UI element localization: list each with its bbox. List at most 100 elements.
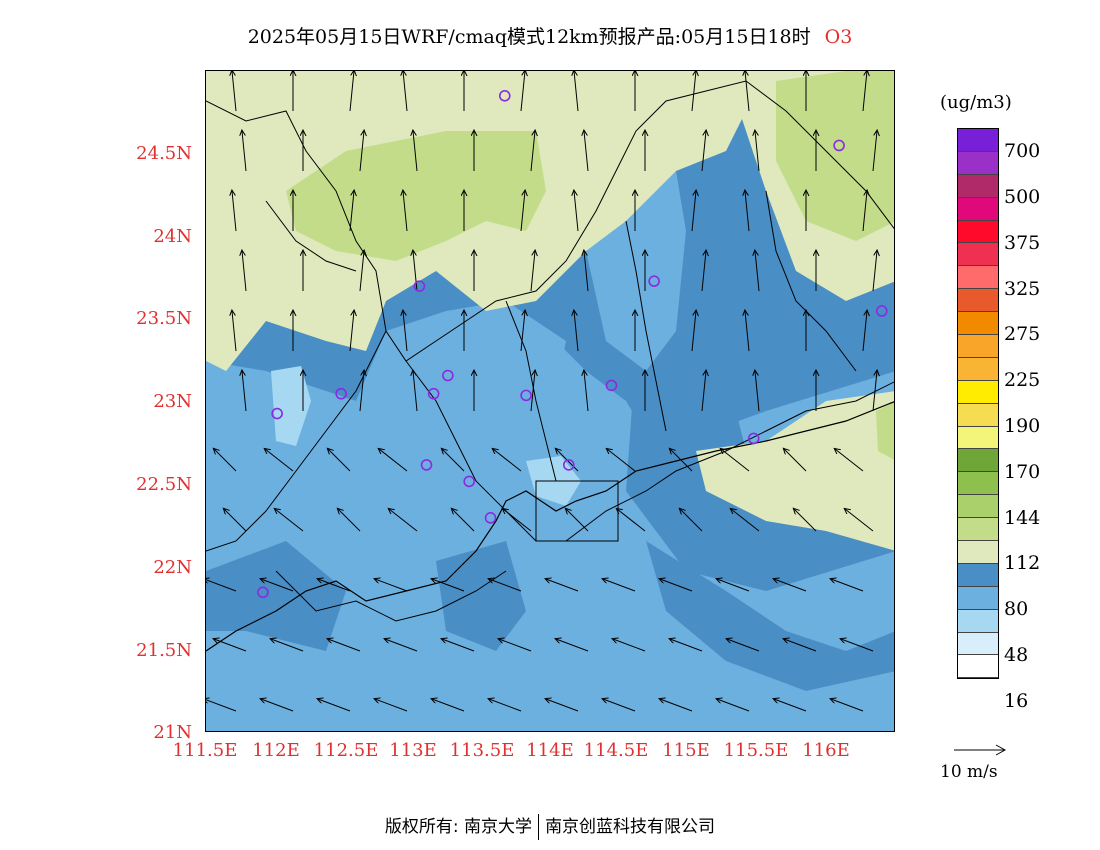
wind-vector	[727, 639, 760, 652]
station-marker	[463, 475, 475, 488]
wind-vector	[413, 131, 418, 172]
wind-vector	[224, 509, 247, 532]
wind-vector	[413, 371, 418, 412]
wind-vector	[574, 311, 579, 352]
wind-vector	[691, 311, 696, 352]
wind-vector	[701, 371, 706, 412]
colorbar-label: 190	[1004, 415, 1041, 437]
colorbar-swatch	[958, 518, 998, 542]
wind-vector	[701, 131, 706, 172]
wind-vector	[493, 449, 522, 472]
wind-vector	[831, 699, 864, 712]
wind-vector	[503, 509, 532, 532]
wind-vector	[584, 131, 589, 172]
wind-vector	[774, 579, 807, 592]
colorbar-swatch	[958, 426, 998, 450]
admin-boundaries	[206, 80, 894, 622]
wind-vector	[717, 579, 750, 592]
colorbar-swatch	[958, 151, 998, 175]
wind-vector	[520, 191, 525, 232]
colorbar-label: 700	[1004, 140, 1041, 162]
wind-vector	[680, 509, 703, 532]
station-marker	[747, 432, 760, 445]
wind-vector	[432, 699, 465, 712]
wind-vector	[755, 131, 760, 172]
station-marker	[875, 305, 888, 317]
wind-vector	[584, 251, 589, 292]
wind-vector	[872, 371, 877, 412]
colorbar-label: 80	[1004, 598, 1029, 620]
vector-reference-arrow	[954, 744, 1007, 756]
colorbar-swatch	[958, 403, 998, 427]
colorbar-label: 112	[1004, 552, 1041, 574]
wind-vector	[835, 449, 864, 472]
field-band-112-144-east	[876, 402, 894, 460]
colorbar-swatch	[958, 563, 998, 587]
colorbar-swatch	[958, 289, 998, 313]
copyright-footer: 版权所有: 南京大学 南京创蓝科技有限公司	[0, 812, 1100, 840]
wind-vector	[784, 639, 817, 652]
wind-vector	[413, 251, 418, 292]
wind-vector	[574, 191, 579, 232]
wind-vector	[261, 699, 294, 712]
wind-vector	[242, 131, 247, 172]
colorbar-swatch	[958, 243, 998, 267]
x-tick-label: 112E	[252, 740, 300, 761]
wind-vector	[261, 579, 294, 592]
wind-vectors	[206, 71, 877, 712]
x-tick-label: 114.5E	[583, 740, 649, 761]
x-tick-label: 115E	[662, 740, 710, 761]
wind-vector	[232, 71, 237, 112]
wind-vector	[375, 579, 408, 592]
wind-vector	[530, 131, 535, 172]
wind-vector	[617, 509, 646, 532]
colorbar-swatch	[958, 357, 998, 381]
wind-vector	[872, 251, 877, 292]
wind-vector	[214, 449, 237, 472]
wind-vector	[607, 449, 636, 472]
chart-title: 2025年05月15日WRF/cmaq模式12km预报产品:05月15日18时 O…	[0, 22, 1100, 49]
wind-vector	[546, 699, 579, 712]
y-tick-label: 21N	[153, 722, 192, 743]
wind-vector	[584, 371, 589, 412]
wind-vector	[349, 311, 354, 352]
wind-vector	[432, 579, 465, 592]
wind-vector	[794, 509, 817, 532]
wind-vector	[403, 71, 408, 112]
wind-vector	[755, 251, 760, 292]
wind-vector	[318, 699, 351, 712]
colorbar-swatch	[958, 472, 998, 496]
wind-vector	[717, 699, 750, 712]
wind-vector	[784, 449, 807, 472]
y-tick-label: 23N	[153, 391, 192, 412]
y-tick-label: 22.5N	[136, 474, 192, 495]
wind-vector	[613, 639, 646, 652]
y-tick-label: 23.5N	[136, 308, 192, 329]
wind-vector	[670, 639, 703, 652]
x-tick-label: 113.5E	[449, 740, 515, 761]
x-tick-label: 116E	[802, 740, 850, 761]
station-marker	[648, 275, 660, 287]
station-marker	[833, 139, 845, 152]
wind-vector	[489, 579, 522, 592]
wind-vector	[452, 509, 475, 532]
wind-vector	[385, 639, 418, 652]
y-tick-label: 24.5N	[136, 143, 192, 164]
wind-vector	[691, 191, 696, 232]
station-marker	[427, 387, 440, 400]
colorbar-swatch	[958, 609, 998, 633]
station-marker	[420, 459, 433, 471]
title-species: O3	[824, 26, 853, 48]
colorbar-swatch	[958, 197, 998, 221]
colorbar-label: 144	[1004, 507, 1041, 529]
wind-vector	[271, 639, 304, 652]
wind-vector	[862, 191, 867, 232]
field-band-64-80-west	[206, 541, 346, 651]
wind-vector	[214, 639, 247, 652]
station-marker	[605, 379, 618, 392]
x-tick-label: 114E	[526, 740, 574, 761]
colorbar-swatch	[958, 541, 998, 564]
title-main: 2025年05月15日WRF/cmaq模式12km预报产品:05月15日18时	[247, 26, 811, 48]
station-marker	[484, 512, 497, 524]
wind-vector	[862, 311, 867, 352]
